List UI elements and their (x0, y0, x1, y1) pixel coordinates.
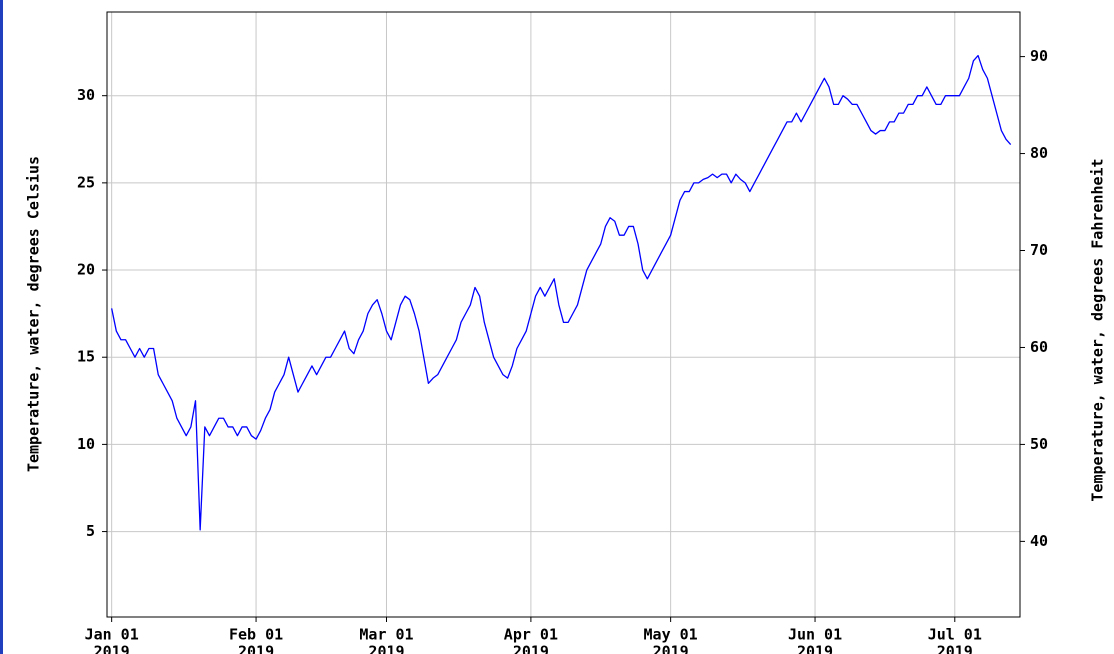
y2-tick-label: 60 (1030, 338, 1048, 356)
x-tick-year: 2019 (513, 643, 549, 654)
x-tick-year: 2019 (368, 643, 404, 654)
x-tick-label: Mar 01 (359, 626, 413, 644)
y-tick-label: 30 (77, 86, 95, 104)
y2-tick-label: 50 (1030, 435, 1048, 453)
y2-tick-label: 40 (1030, 532, 1048, 550)
y2-tick-label: 80 (1030, 144, 1048, 162)
y-tick-label: 10 (77, 435, 95, 453)
x-tick-year: 2019 (937, 643, 973, 654)
y2-tick-label: 90 (1030, 47, 1048, 65)
x-tick-label: Jul 01 (928, 626, 982, 644)
x-tick-label: Jan 01 (85, 626, 139, 644)
plot-frame (106, 11, 1021, 618)
y-tick-label: 25 (77, 173, 95, 191)
y-tick-label: 15 (77, 348, 95, 366)
window-edge (0, 0, 3, 654)
x-tick-year: 2019 (94, 643, 130, 654)
x-tick-year: 2019 (653, 643, 689, 654)
y2-axis-label: Temperature, water, degrees Fahrenheit (1089, 158, 1107, 501)
data-line (111, 54, 1012, 531)
y-axis-label: Temperature, water, degrees Celsius (25, 156, 43, 472)
x-tick-label: May 01 (644, 626, 698, 644)
x-tick-year: 2019 (238, 643, 274, 654)
x-tick-label: Jun 01 (788, 626, 842, 644)
plot-area (106, 11, 1021, 618)
x-tick-label: Feb 01 (229, 626, 283, 644)
y2-tick-label: 70 (1030, 241, 1048, 259)
y-tick-label: 5 (86, 522, 95, 540)
x-tick-label: Apr 01 (504, 626, 558, 644)
x-tick-year: 2019 (797, 643, 833, 654)
y-tick-label: 20 (77, 261, 95, 279)
